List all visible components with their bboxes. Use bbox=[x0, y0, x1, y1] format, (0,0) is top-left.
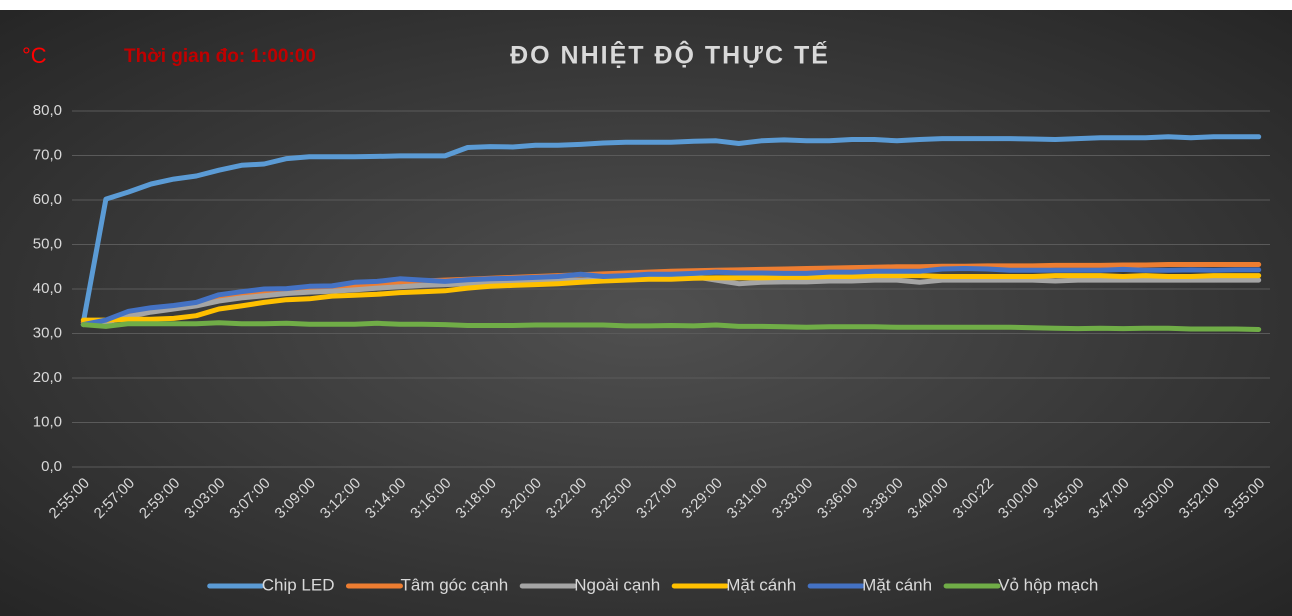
legend-label: Chip LED bbox=[262, 575, 335, 594]
y-tick-label: 80,0 bbox=[33, 102, 62, 119]
unit-label: °C bbox=[22, 43, 47, 68]
y-tick-label: 70,0 bbox=[33, 146, 62, 163]
legend-label: Mặt cánh bbox=[862, 575, 932, 594]
legend-label: Tâm góc cạnh bbox=[400, 575, 508, 594]
y-tick-label: 50,0 bbox=[33, 235, 62, 252]
y-tick-label: 20,0 bbox=[33, 369, 62, 386]
legend-label: Vỏ hộp mạch bbox=[998, 575, 1098, 594]
legend-label: Ngoài cạnh bbox=[574, 575, 660, 594]
y-tick-label: 0,0 bbox=[41, 458, 62, 475]
y-tick-label: 10,0 bbox=[33, 413, 62, 430]
chart-title: ĐO NHIỆT ĐỘ THỰC TẾ bbox=[510, 40, 830, 70]
legend-label: Mặt cánh bbox=[726, 575, 796, 594]
annotation: Thời gian đo: 1:00:00 bbox=[124, 46, 316, 67]
y-tick-label: 40,0 bbox=[33, 280, 62, 297]
chart-background bbox=[0, 10, 1292, 616]
y-tick-label: 60,0 bbox=[33, 191, 62, 208]
chart: °C Thời gian đo: 1:00:00 ĐO NHIỆT ĐỘ THỰ… bbox=[0, 0, 1292, 616]
y-tick-label: 30,0 bbox=[33, 324, 62, 341]
